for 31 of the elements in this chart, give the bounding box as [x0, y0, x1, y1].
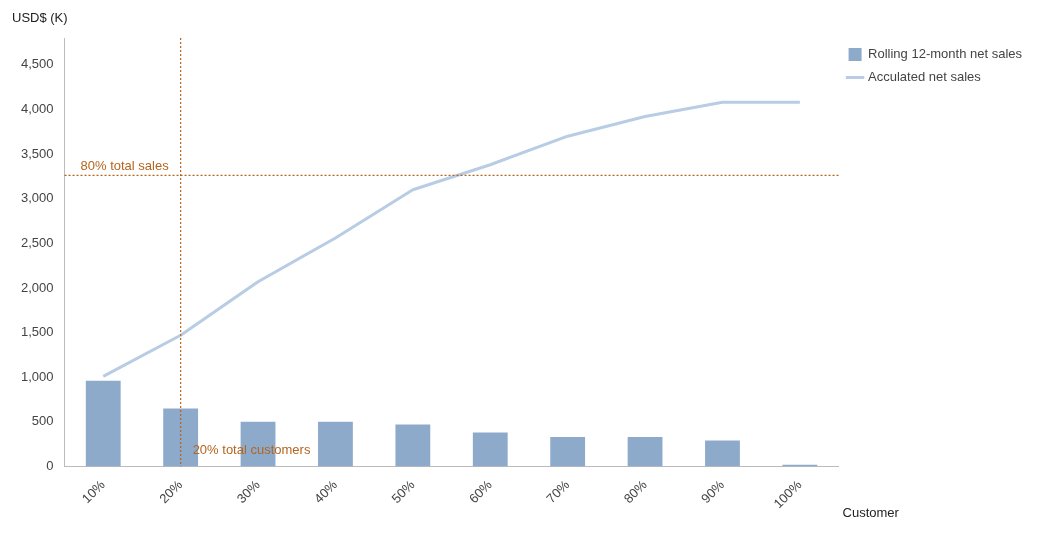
x-tick-label: 80%	[620, 476, 651, 507]
y-tick-label: 3,000	[20, 190, 54, 206]
bar	[85, 380, 121, 467]
y-tick-label: 500	[31, 413, 54, 429]
y-tick-label: 4,500	[20, 56, 54, 72]
ref-line-label: 20% total customers	[192, 441, 311, 457]
y-tick-label: 2,500	[20, 234, 54, 250]
ref-line-label: 80% total sales	[80, 157, 170, 173]
x-tick-label: 90%	[698, 476, 728, 507]
legend-label: Rolling 12-month net sales	[868, 46, 1023, 62]
bar	[550, 437, 586, 467]
bar	[318, 421, 353, 467]
bar	[395, 424, 431, 467]
legend-label: Acculated net sales	[868, 69, 982, 85]
x-tick-label: 40%	[311, 476, 341, 507]
x-tick-label: 30%	[233, 476, 263, 507]
y-tick-label: 0	[46, 458, 54, 474]
x-tick-label: 70%	[543, 476, 573, 507]
x-axis-title: Customer	[842, 504, 900, 520]
y-tick-label: 1,500	[20, 324, 54, 340]
x-tick-label: 60%	[465, 476, 496, 507]
y-tick-label: 3,500	[20, 145, 54, 161]
y-axis-title: USD$ (K)	[12, 10, 68, 26]
bar	[705, 440, 740, 467]
bar	[627, 437, 663, 467]
bar	[472, 432, 508, 467]
y-tick-label: 4,000	[20, 100, 54, 116]
y-tick-label: 1,000	[20, 368, 54, 384]
x-tick-label: 10%	[78, 476, 109, 507]
y-tick-label: 2,000	[20, 279, 54, 295]
x-tick-label: 50%	[388, 476, 418, 507]
